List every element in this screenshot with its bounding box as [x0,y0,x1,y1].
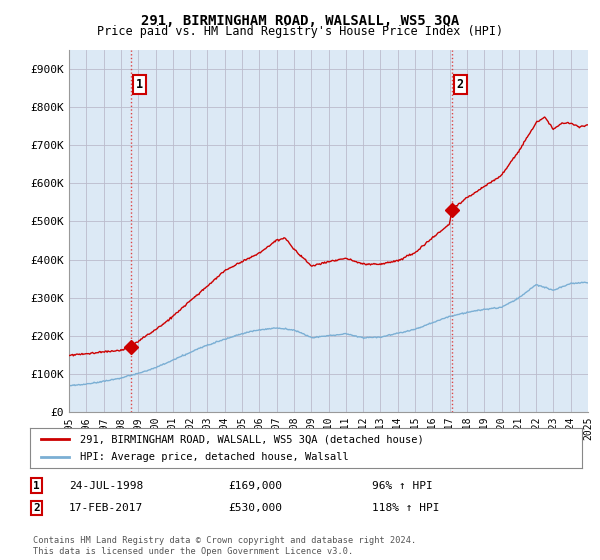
Text: Contains HM Land Registry data © Crown copyright and database right 2024.
This d: Contains HM Land Registry data © Crown c… [33,536,416,556]
Text: 1: 1 [33,480,40,491]
Text: 118% ↑ HPI: 118% ↑ HPI [372,503,439,513]
Text: HPI: Average price, detached house, Walsall: HPI: Average price, detached house, Wals… [80,451,349,461]
Text: 1: 1 [136,78,143,91]
Text: 96% ↑ HPI: 96% ↑ HPI [372,480,433,491]
Text: Price paid vs. HM Land Registry's House Price Index (HPI): Price paid vs. HM Land Registry's House … [97,25,503,38]
Text: £169,000: £169,000 [228,480,282,491]
Text: 291, BIRMINGHAM ROAD, WALSALL, WS5 3QA (detached house): 291, BIRMINGHAM ROAD, WALSALL, WS5 3QA (… [80,435,424,445]
Text: 24-JUL-1998: 24-JUL-1998 [69,480,143,491]
Text: 291, BIRMINGHAM ROAD, WALSALL, WS5 3QA: 291, BIRMINGHAM ROAD, WALSALL, WS5 3QA [141,14,459,28]
Text: 2: 2 [457,78,464,91]
Text: 17-FEB-2017: 17-FEB-2017 [69,503,143,513]
Text: 2: 2 [33,503,40,513]
Text: £530,000: £530,000 [228,503,282,513]
